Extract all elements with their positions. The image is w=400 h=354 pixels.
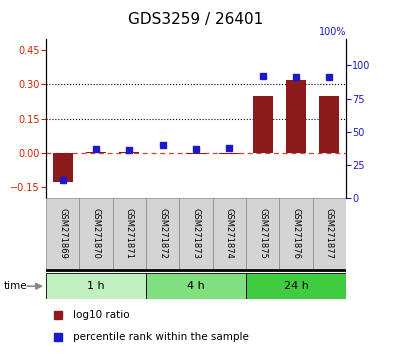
Bar — [146, 198, 179, 269]
Bar — [46, 198, 79, 269]
Text: GDS3259 / 26401: GDS3259 / 26401 — [128, 12, 264, 27]
Bar — [246, 198, 279, 269]
Text: 100%: 100% — [318, 27, 346, 36]
Text: GSM271877: GSM271877 — [325, 208, 334, 259]
Text: 4 h: 4 h — [187, 281, 205, 291]
Bar — [46, 273, 146, 299]
Bar — [113, 198, 146, 269]
Text: GSM271873: GSM271873 — [192, 208, 200, 259]
Bar — [246, 273, 346, 299]
Text: 24 h: 24 h — [284, 281, 308, 291]
Bar — [253, 96, 273, 153]
Text: log10 ratio: log10 ratio — [73, 310, 130, 320]
Bar — [186, 153, 206, 154]
Bar — [53, 153, 73, 182]
Bar — [286, 80, 306, 153]
Bar — [313, 198, 346, 269]
Bar — [119, 152, 139, 153]
Bar — [86, 152, 106, 153]
Bar — [179, 198, 213, 269]
Text: time: time — [4, 281, 28, 291]
Text: GSM271874: GSM271874 — [225, 208, 234, 259]
Bar — [319, 96, 339, 153]
Text: 1 h: 1 h — [87, 281, 105, 291]
Text: GSM271871: GSM271871 — [125, 208, 134, 259]
Text: GSM271876: GSM271876 — [292, 208, 300, 259]
Text: GSM271869: GSM271869 — [58, 208, 67, 259]
Text: GSM271870: GSM271870 — [92, 208, 100, 259]
Bar — [213, 198, 246, 269]
Text: GSM271872: GSM271872 — [158, 208, 167, 259]
Bar — [279, 198, 313, 269]
Text: GSM271875: GSM271875 — [258, 208, 267, 259]
Bar — [79, 198, 113, 269]
Bar — [219, 153, 239, 154]
Text: percentile rank within the sample: percentile rank within the sample — [73, 332, 249, 342]
Bar — [146, 273, 246, 299]
